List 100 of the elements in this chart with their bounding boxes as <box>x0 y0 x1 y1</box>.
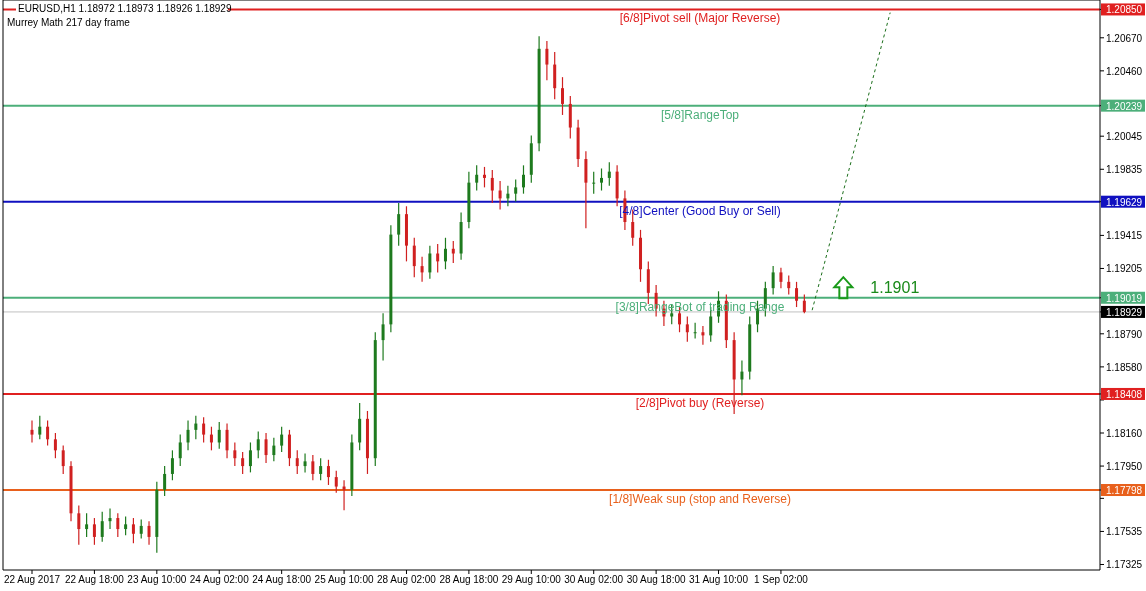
y-tick-label: 1.20460 <box>1106 65 1143 77</box>
candlestick <box>412 237 416 278</box>
candlestick <box>280 426 284 453</box>
candlestick <box>139 519 143 540</box>
y-tick-label: 1.17798 <box>1106 485 1143 497</box>
text: Murrey Math 217 day frame <box>7 17 131 28</box>
candlestick <box>561 76 564 116</box>
candlestick <box>701 325 705 346</box>
candlestick <box>46 419 50 447</box>
candlestick <box>514 178 518 203</box>
candlestick <box>326 459 330 486</box>
y-tick-label: 1.17950 <box>1106 461 1143 473</box>
y-tick-label: 1.20850 <box>1106 4 1143 16</box>
x-tick-label: 28 Aug 02:00 <box>376 574 437 585</box>
y-tick-label: 1.17325 <box>1106 559 1143 571</box>
candlestick <box>178 433 182 467</box>
candlestick <box>693 322 697 340</box>
candlestick <box>77 504 81 546</box>
candlestick <box>521 164 525 195</box>
candlestick <box>685 315 689 343</box>
y-tick-label: 1.20239 <box>1106 100 1143 112</box>
x-tick-label: 22 Aug 18:00 <box>64 574 125 585</box>
candlestick <box>475 164 479 192</box>
x-tick-label: 30 Aug 18:00 <box>626 574 687 585</box>
y-tick-label: 1.18408 <box>1106 388 1143 400</box>
chart-title: EURUSD,H1 1.18972 1.18973 1.18926 1.18929 <box>18 3 232 14</box>
x-tick-label: 31 Aug 10:00 <box>689 574 749 585</box>
candlestick <box>295 449 299 475</box>
candlestick <box>53 432 57 459</box>
candlestick <box>334 470 338 494</box>
y-tick-label: 1.19629 <box>1106 196 1143 208</box>
candlestick <box>490 169 494 204</box>
ref-line-label: [5/8]RangeTop <box>660 107 740 122</box>
candlestick <box>802 293 806 314</box>
candlestick <box>108 507 112 530</box>
candlestick <box>116 512 120 538</box>
candlestick <box>303 452 307 473</box>
candlestick <box>202 416 206 444</box>
candlestick <box>545 40 549 81</box>
candlestick <box>147 520 151 546</box>
candlestick <box>342 479 346 511</box>
candlestick <box>61 445 65 475</box>
candlestick <box>131 517 135 544</box>
y-tick-label: 1.20045 <box>1106 131 1143 143</box>
candlestick <box>443 237 447 270</box>
candlestick <box>194 415 198 440</box>
x-tick-label: 25 Aug 10:00 <box>314 574 374 585</box>
candlestick <box>233 441 237 467</box>
y-tick-label: 1.18790 <box>1106 328 1143 340</box>
candlestick <box>225 422 229 459</box>
candlestick <box>358 402 362 451</box>
x-tick-label: 1 Sep 02:00 <box>753 574 809 585</box>
candlestick <box>311 454 315 481</box>
ref-line-label: [6/8]Pivot sell (Major Reverse) <box>619 11 781 26</box>
candlestick <box>287 429 291 467</box>
candlestick <box>600 167 604 192</box>
x-tick-label: 29 Aug 10:00 <box>501 574 562 585</box>
x-tick-label: 24 Aug 02:00 <box>189 574 250 585</box>
candlestick <box>92 517 96 546</box>
candlestick <box>248 441 252 473</box>
y-tick-label: 1.18160 <box>1106 428 1143 440</box>
y-tick-label: 1.19205 <box>1106 263 1143 275</box>
candlestick <box>170 449 174 481</box>
candlestick <box>795 281 799 308</box>
candlestick <box>607 161 611 187</box>
candlestick <box>787 274 791 296</box>
candlestick <box>319 457 323 481</box>
candlestick <box>771 265 775 296</box>
candlestick <box>451 240 455 264</box>
candlestick <box>381 312 385 362</box>
candlestick <box>553 51 557 100</box>
x-tick-label: 24 Aug 18:00 <box>252 574 312 585</box>
y-tick-label: 1.20670 <box>1106 32 1143 44</box>
candlestick <box>264 432 268 464</box>
candlestick <box>85 512 89 538</box>
candlestick <box>256 430 260 459</box>
x-tick-label: 28 Aug 18:00 <box>439 574 499 585</box>
ref-line-label: [1/8]Weak sup (stop and Reverse) <box>609 492 791 507</box>
candlestick <box>568 95 572 140</box>
candlestick <box>592 171 596 195</box>
candlestick <box>100 511 104 543</box>
candlestick <box>30 419 34 444</box>
candlestick <box>397 202 401 247</box>
x-tick-label: 22 Aug 2017 <box>3 574 61 585</box>
y-tick-label: 1.19019 <box>1106 292 1143 304</box>
candlestick <box>241 451 245 475</box>
candlestick <box>779 267 783 289</box>
y-tick-label: 1.18929 <box>1106 306 1143 318</box>
candlestick <box>639 229 643 283</box>
y-tick-label: 1.17535 <box>1106 526 1143 538</box>
candlestick <box>428 245 432 280</box>
candlestick <box>420 256 424 283</box>
candlestick <box>217 421 221 450</box>
candlestick <box>163 465 167 497</box>
candlestick <box>272 437 276 462</box>
x-tick-label: 30 Aug 02:00 <box>564 574 624 585</box>
candlestick <box>38 415 42 440</box>
candlestick <box>482 166 486 188</box>
y-tick-label: 1.19835 <box>1106 164 1143 176</box>
y-tick-label: 1.19415 <box>1106 230 1143 242</box>
